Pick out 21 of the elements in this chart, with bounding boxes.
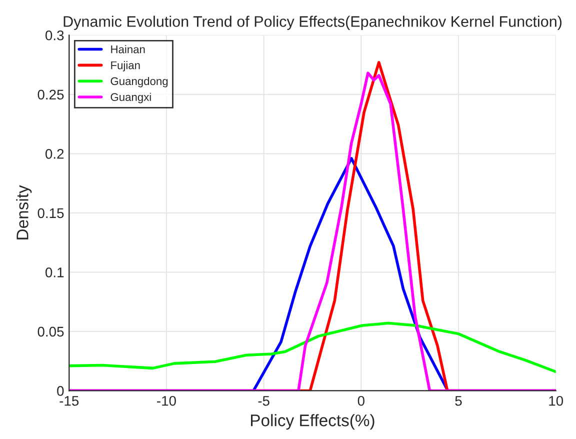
x-tick-label: -10 [157,396,176,406]
x-axis-title: Policy Effects(%) [251,414,374,430]
legend-label: Guangdong [110,76,168,88]
legend-label: Hainan [111,45,145,54]
y-tick-label: 0.05 [38,326,64,337]
legend-label: Fujian [111,61,140,72]
x-tick-label: -15 [60,396,79,406]
y-tick-label: 0.2 [45,148,64,159]
x-tick-label: -5 [258,396,270,406]
y-tick-label: 0 [57,386,64,396]
line-series [69,322,556,374]
y-tick-label: 0.25 [38,90,64,100]
chart-title: Dynamic Evolution Trend of Policy Effects(Epanechnikov Kernel Function) [64,16,562,30]
y-tick-label: 0.3 [45,30,64,40]
y-axis-title: Density [16,185,32,240]
y-tick-label: 0.15 [38,208,64,218]
x-tick-label: 5 [455,396,462,406]
x-tick-label: 10 [549,396,564,406]
x-tick-label: 0 [358,396,364,406]
y-tick-label: 0.1 [45,268,64,278]
legend-label: Guangxi [110,92,151,104]
